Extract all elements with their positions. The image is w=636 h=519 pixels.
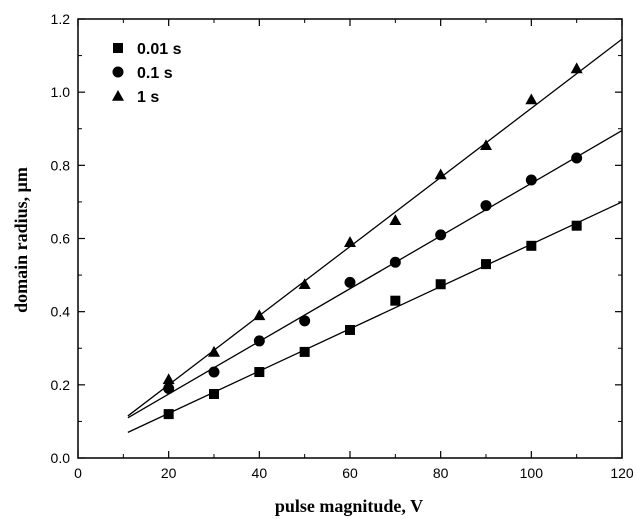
y-tick-label: 0.0	[51, 450, 71, 466]
legend-label: 0.1 s	[137, 65, 173, 82]
fit-line	[127, 130, 623, 419]
y-tick-label: 1.0	[51, 84, 71, 100]
data-marks	[127, 38, 623, 433]
data-point-triangle	[208, 345, 220, 357]
data-point-square	[390, 295, 401, 306]
y-tick-label: 0.6	[51, 231, 71, 247]
data-point-circle	[299, 315, 311, 327]
data-point-triangle	[162, 373, 175, 385]
data-point-square	[299, 346, 310, 357]
data-point-square	[571, 220, 582, 231]
data-point-square	[209, 388, 219, 399]
legend-marker-circle	[112, 66, 124, 78]
data-point-square	[345, 324, 355, 335]
data-point-triangle	[434, 168, 447, 180]
legend-marker-square	[113, 43, 123, 53]
data-point-circle	[435, 229, 447, 241]
x-tick-label: 100	[520, 465, 544, 481]
data-point-square	[526, 240, 537, 251]
plot-area: 0 20 40 60 80 100 120 0.0 0.2 0.4 0.6 0.8 1.0 1.2	[51, 11, 634, 481]
data-point-triangle	[480, 139, 492, 151]
x-tick-label: 80	[433, 465, 449, 481]
data-point-circle	[208, 366, 220, 378]
data-point-square	[481, 259, 491, 270]
data-point-circle	[571, 152, 583, 164]
data-point-square	[163, 409, 174, 420]
y-axis-title: domain radius, μm	[11, 167, 31, 313]
legend: 0.01 s 0.1 s 1 s	[112, 41, 182, 106]
x-tick-label: 0	[74, 465, 82, 481]
fit-line	[127, 38, 623, 417]
data-point-circle	[480, 200, 492, 212]
y-tick-label: 0.8	[51, 157, 71, 173]
data-point-circle	[163, 382, 175, 394]
data-point-triangle	[389, 214, 402, 226]
x-tick-label: 60	[342, 465, 358, 481]
data-point-circle	[389, 256, 401, 268]
data-point-circle	[344, 276, 356, 288]
x-tick-label: 40	[252, 465, 268, 481]
data-point-triangle	[298, 278, 311, 290]
legend-label: 0.01 s	[137, 41, 182, 58]
y-tick-label: 0.2	[51, 377, 71, 393]
x-axis-title: pulse magnitude, V	[275, 496, 423, 516]
data-point-circle	[525, 174, 537, 186]
data-point-square	[254, 367, 265, 378]
x-tick-label: 20	[161, 465, 177, 481]
data-point-triangle	[344, 236, 356, 247]
data-point-triangle	[570, 62, 583, 74]
data-point-square	[435, 279, 446, 290]
data-point-triangle	[253, 309, 266, 321]
data-point-circle	[253, 335, 265, 347]
legend-marker-triangle	[112, 90, 124, 101]
y-tick-label: 1.2	[51, 11, 71, 27]
data-point-triangle	[525, 93, 538, 105]
x-tick-label: 120	[610, 465, 634, 481]
y-tick-label: 0.4	[51, 304, 71, 320]
legend-label: 1 s	[137, 89, 159, 106]
fit-line	[127, 201, 623, 433]
